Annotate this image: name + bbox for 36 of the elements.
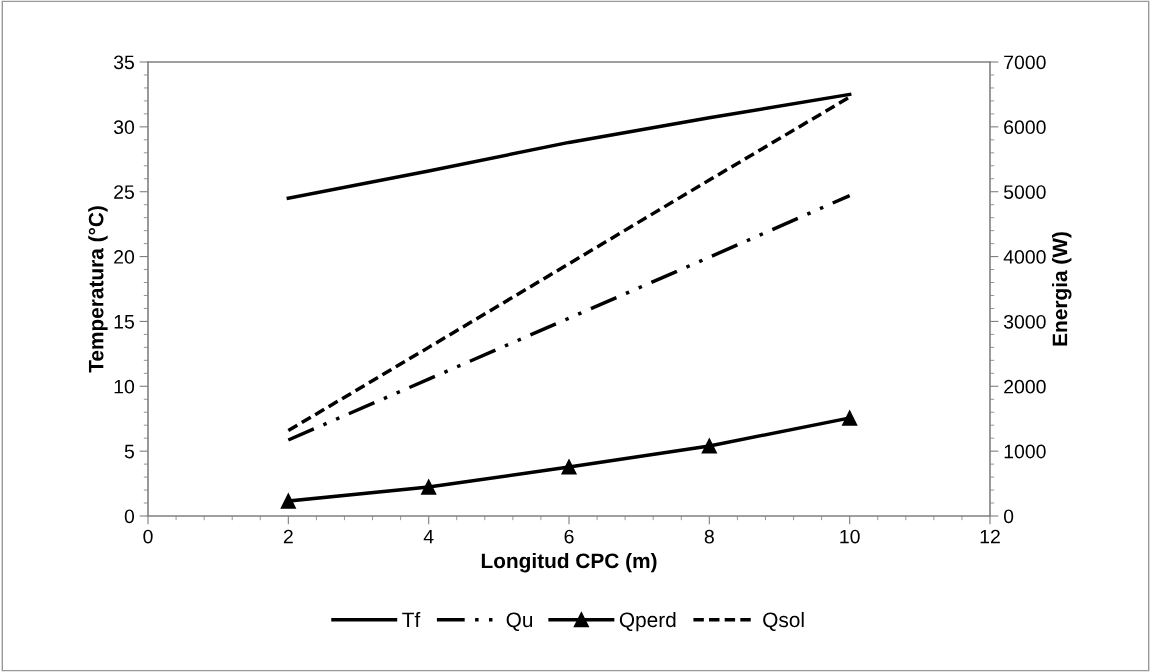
x-tick-label: 0 <box>143 529 153 544</box>
y2-tick-label: 3000 <box>1003 314 1046 329</box>
y2-tick-label: 6000 <box>1004 120 1046 135</box>
point <box>561 459 577 475</box>
y2-tick-label: 4000 <box>1003 250 1046 264</box>
y2-tick-label: 7000 <box>1004 55 1046 70</box>
point <box>842 410 858 426</box>
y2-tick-label: 0 <box>1003 509 1014 524</box>
point <box>421 479 437 495</box>
line-series <box>286 193 852 442</box>
y-tick-label: 5 <box>124 444 134 459</box>
x-tick-label: 6 <box>564 529 574 544</box>
y2-tick-label: 5000 <box>1003 185 1046 199</box>
y-tick-label: 15 <box>114 315 134 329</box>
y-tick-label: 0 <box>124 509 135 524</box>
y-axis-title: Temperatura (°C) <box>88 206 108 373</box>
y2-axis-title: Energia (W) <box>1052 232 1072 346</box>
x-tick-label: 10 <box>840 529 860 544</box>
x-axis-title: Longitud CPC (m) <box>481 552 657 573</box>
x-tick-label: 8 <box>704 529 714 544</box>
x-tick-label: 12 <box>980 529 1000 544</box>
y-tick-label: 10 <box>114 379 135 394</box>
point <box>701 438 717 454</box>
y-tick-label: 20 <box>114 250 135 264</box>
legend-label: Qperd <box>619 611 676 632</box>
legend-label: Qsol <box>763 611 804 631</box>
legend-label: Qu <box>506 612 533 631</box>
y2-tick-label: 2000 <box>1004 379 1046 394</box>
point <box>280 493 296 509</box>
y-tick-label: 30 <box>113 120 135 135</box>
y2-tick-label: 1000 <box>1004 444 1046 459</box>
x-tick-label: 4 <box>423 529 434 544</box>
x-tick-label: 2 <box>283 529 293 544</box>
y-tick-label: 35 <box>113 55 134 70</box>
legend-label: Tf <box>402 611 421 628</box>
y-tick-label: 25 <box>114 185 134 199</box>
